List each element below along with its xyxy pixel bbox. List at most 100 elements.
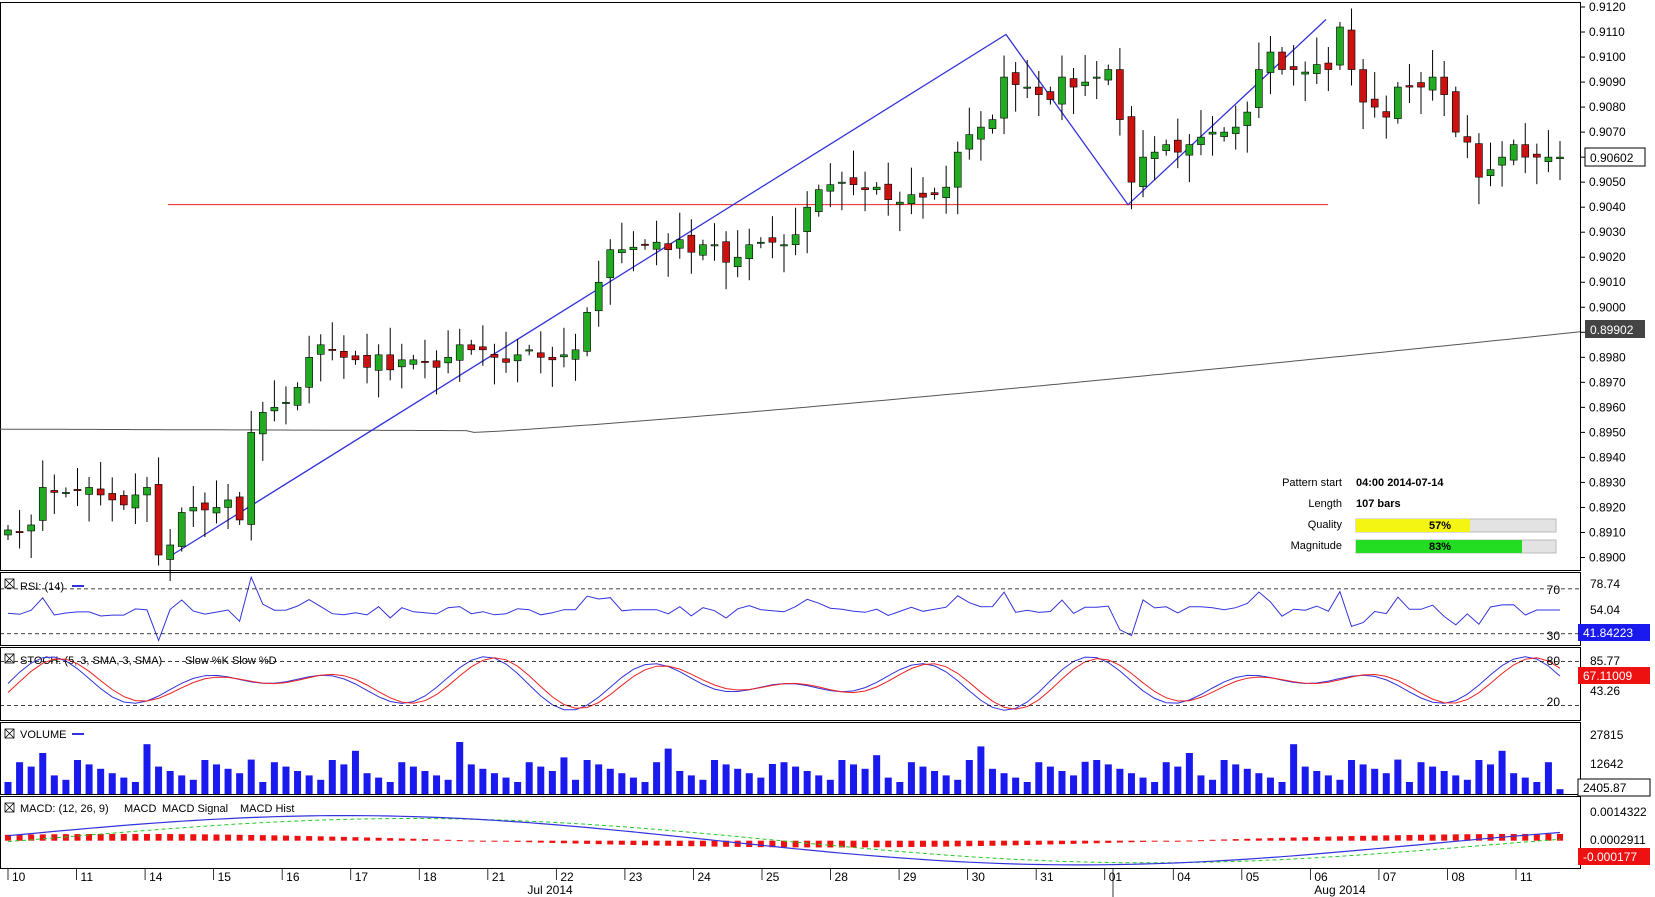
macd-hist-bar <box>236 834 243 841</box>
macd-hist-bar <box>201 834 208 841</box>
volume-bar <box>1290 744 1298 794</box>
macd-hist-bar <box>491 840 498 842</box>
x-tick-label: 17 <box>355 870 369 884</box>
macd-hist-bar <box>1151 840 1158 842</box>
pattern-info: Pattern start 04:00 2014-07-14 Length 10… <box>1282 477 1557 554</box>
candle-body <box>1139 156 1147 187</box>
macd-hist-bar <box>1522 833 1529 841</box>
volume-bar <box>62 779 70 794</box>
candle-body <box>1382 111 1391 118</box>
macd-panel: MACD: (12, 26, 9) MACD MACD Signal MACD … <box>5 803 1650 866</box>
volume-bar <box>884 777 892 794</box>
volume-bar <box>629 777 637 794</box>
macd-hist-bar <box>155 833 162 841</box>
price-tick-label: 0.8920 <box>1589 500 1626 514</box>
volume-bar <box>1521 777 1529 794</box>
candle-body <box>1370 98 1379 108</box>
month-label: Jul 2014 <box>527 883 573 897</box>
candle-body <box>328 349 337 351</box>
candle-body <box>1347 29 1356 70</box>
volume-bar <box>386 782 394 794</box>
candle-body <box>1544 156 1553 162</box>
current-price-badge: 0.90602 <box>1584 147 1646 167</box>
rsi-current-value: 41.84223 <box>1583 626 1633 640</box>
candle-body <box>259 412 267 435</box>
candle-body <box>1336 26 1344 66</box>
candle-body <box>826 184 835 192</box>
volume-bar <box>1533 782 1541 794</box>
volume-bar <box>664 748 672 794</box>
candle-body <box>1208 131 1217 135</box>
volume-bar <box>1313 771 1321 794</box>
price-tick-label: 0.9100 <box>1589 50 1626 64</box>
candle-body <box>340 351 348 358</box>
candle-body <box>571 349 580 360</box>
candle-body <box>1092 76 1101 79</box>
macd-hist-bar <box>225 834 232 841</box>
macd-hist-bar <box>1197 840 1204 842</box>
volume-bars <box>4 742 1564 794</box>
quality-label: Quality <box>1308 519 1343 531</box>
macd-hist-bar <box>931 840 938 847</box>
volume-bar <box>919 766 927 794</box>
macd-hist-bar <box>167 834 174 841</box>
volume-bar <box>548 771 556 794</box>
volume-bar <box>768 764 776 794</box>
macd-hist-bar <box>908 840 915 848</box>
price-tick-label: 0.8900 <box>1589 550 1626 564</box>
volume-bar <box>490 773 498 794</box>
volume-bar <box>212 764 220 794</box>
volume-bar <box>838 760 846 794</box>
price-tick-label: 0.9050 <box>1589 175 1626 189</box>
volume-bar <box>931 771 939 794</box>
volume-bar <box>965 760 973 794</box>
volume-bar <box>1359 764 1367 794</box>
macd-hist-bar <box>1012 840 1019 846</box>
macd-hist-bar <box>1024 840 1031 846</box>
volume-bar <box>1510 773 1518 794</box>
macd-hist-bar <box>1302 837 1309 841</box>
volume-bar <box>1220 760 1228 794</box>
candle-body <box>455 344 464 361</box>
price-tick-label: 0.9010 <box>1589 275 1626 289</box>
macd-hist-bar <box>28 834 35 841</box>
candle-body <box>1556 156 1564 159</box>
candle-body <box>1162 144 1171 151</box>
volume-bar <box>201 760 209 794</box>
volume-bar <box>525 762 533 794</box>
macd-hist-bar <box>1070 840 1077 844</box>
candle-body <box>96 488 105 496</box>
candle-body <box>930 192 939 195</box>
volume-bar <box>1348 760 1356 794</box>
price-tick-label: 0.9080 <box>1589 100 1626 114</box>
candle-body <box>814 189 823 212</box>
candle-body <box>606 249 615 279</box>
candle-body <box>85 487 93 495</box>
rsi-tick-high: 78.74 <box>1590 577 1620 591</box>
volume-bar <box>108 773 116 794</box>
price-panel: 0.9120 0.9110 0.9100 0.9090 0.9080 0.9070 0.90… <box>0 0 1646 582</box>
volume-bar <box>467 764 475 794</box>
candle-body <box>4 529 12 536</box>
volume-bar <box>1487 764 1495 794</box>
candle-body <box>1197 136 1205 145</box>
candle-body <box>710 244 719 247</box>
macd-hist-bar <box>1545 833 1552 841</box>
volume-bar <box>305 775 313 794</box>
volume-bar <box>97 768 105 794</box>
volume-panel: VOLUME 27815 12642 2405.87 <box>4 728 1651 797</box>
macd-line <box>7 815 1561 866</box>
magnitude-label: Magnitude <box>1291 540 1342 552</box>
volume-bar <box>1070 775 1078 794</box>
macd-hist-bar <box>1487 834 1494 841</box>
candle-body <box>1301 71 1309 75</box>
macd-hist-bar <box>1336 836 1343 841</box>
length-value: 107 bars <box>1356 498 1401 510</box>
macd-hist-bar <box>282 835 289 841</box>
stoch-d-line <box>7 657 1561 710</box>
price-axis-ticks: 0.9120 0.9110 0.9100 0.9090 0.9080 0.9070 0.90… <box>1580 0 1626 564</box>
candle-body <box>1069 78 1078 88</box>
macd-hist-bar <box>120 833 127 841</box>
macd-hist-bar <box>838 840 845 848</box>
macd-hist-bar <box>943 840 950 847</box>
